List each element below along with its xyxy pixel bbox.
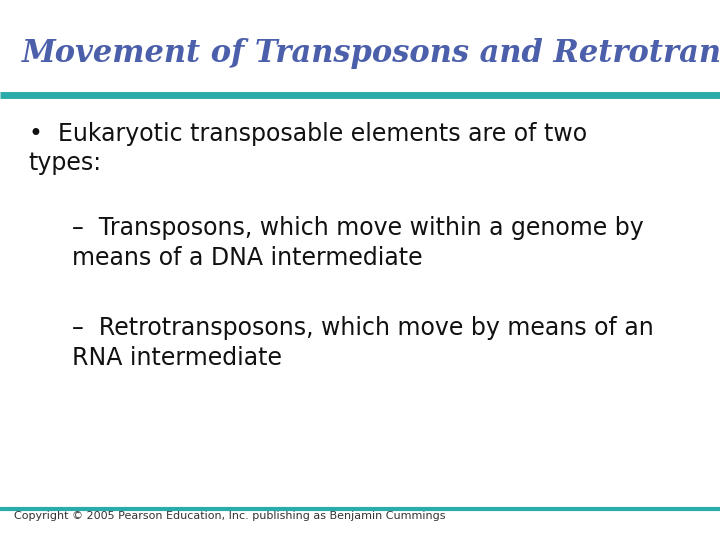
Text: Copyright © 2005 Pearson Education, Inc. publishing as Benjamin Cummings: Copyright © 2005 Pearson Education, Inc.… (14, 511, 446, 522)
Text: –  Transposons, which move within a genome by
means of a DNA intermediate: – Transposons, which move within a genom… (72, 216, 644, 269)
Text: –  Retrotransposons, which move by means of an
RNA intermediate: – Retrotransposons, which move by means … (72, 316, 654, 369)
Text: Movement of Transposons and Retrotransposons: Movement of Transposons and Retrotranspo… (22, 38, 720, 69)
Text: •  Eukaryotic transposable elements are of two
types:: • Eukaryotic transposable elements are o… (29, 122, 587, 175)
